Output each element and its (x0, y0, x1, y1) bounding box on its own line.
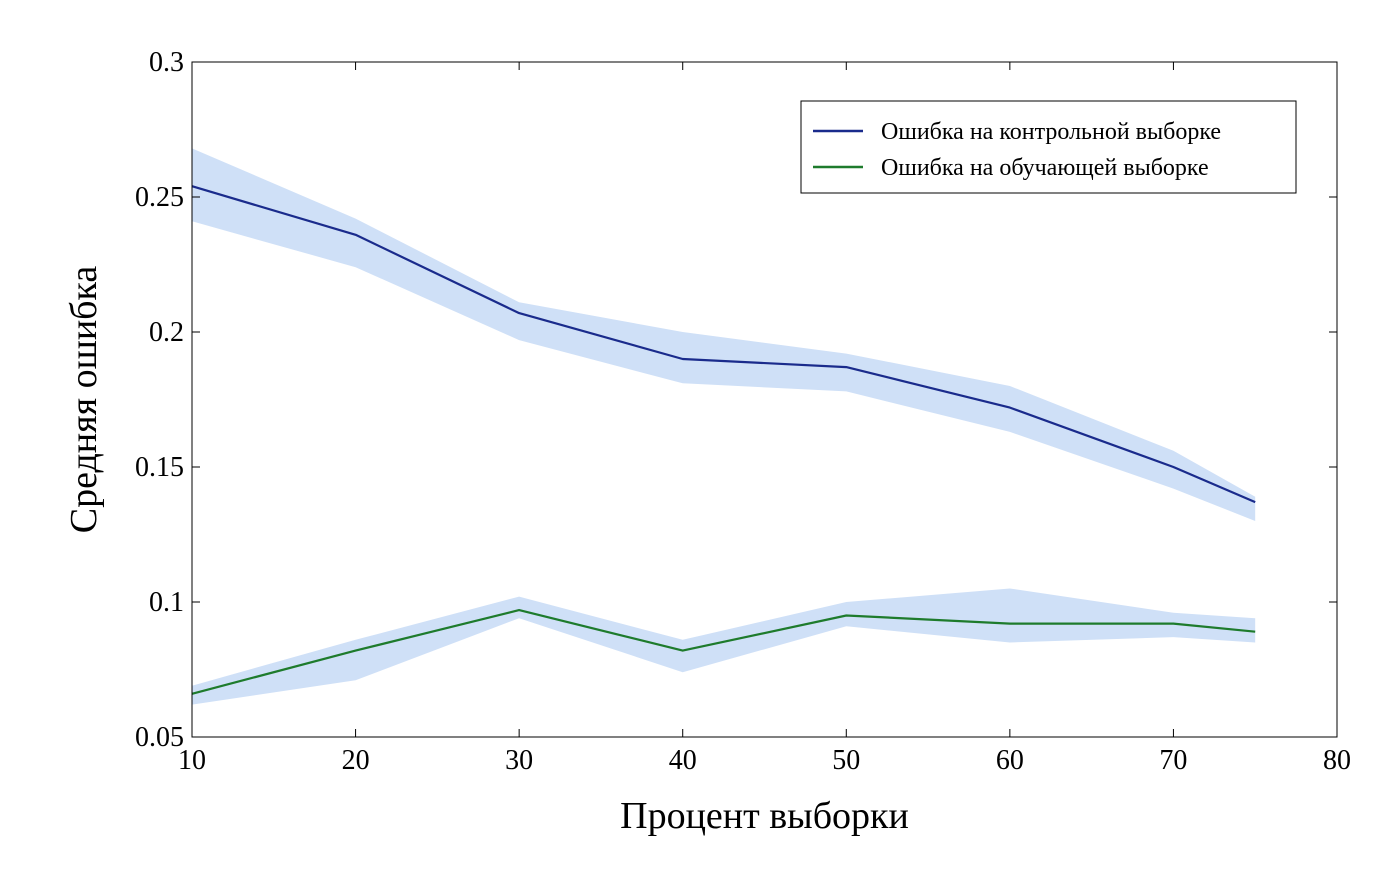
x-tick-label: 80 (1323, 745, 1351, 776)
x-tick-label: 50 (832, 745, 860, 776)
y-tick-label: 0.1 (149, 587, 184, 618)
line-control (191, 185, 1256, 504)
legend-label-control: Ошибка на контрольной выборке (881, 119, 1221, 145)
legend-box (800, 100, 1297, 194)
band-training (192, 588, 1256, 705)
x-tick-label: 20 (342, 745, 370, 776)
y-tick-label: 0.25 (135, 182, 184, 213)
band-control (192, 148, 1256, 521)
x-tick-label: 30 (505, 745, 533, 776)
line-training (191, 608, 1256, 695)
x-tick-label: 70 (1159, 745, 1187, 776)
tick-labels: 10 20 30 40 50 60 70 80 0.05 0.1 0.15 0.2 0.25 0.3 (135, 47, 1351, 776)
x-tick-label: 60 (996, 745, 1024, 776)
y-tick-label: 0.2 (149, 317, 184, 348)
plot-frame (191, 61, 1338, 738)
series-lines (191, 185, 1256, 695)
y-tick-label: 0.3 (149, 47, 184, 78)
x-tick-label: 10 (178, 745, 206, 776)
confidence-bands (192, 148, 1256, 705)
legend-label-training: Ошибка на обучающей выборке (881, 155, 1209, 181)
y-tick-label: 0.05 (135, 722, 184, 753)
y-tick-label: 0.15 (135, 452, 184, 483)
x-axis-title: Процент выборки (620, 795, 909, 837)
axis-ticks (191, 61, 1338, 738)
legend: Ошибка на контрольной выборке Ошибка на … (800, 100, 1297, 194)
x-tick-label: 40 (669, 745, 697, 776)
y-axis-title: Средняя ошибка (63, 266, 105, 534)
